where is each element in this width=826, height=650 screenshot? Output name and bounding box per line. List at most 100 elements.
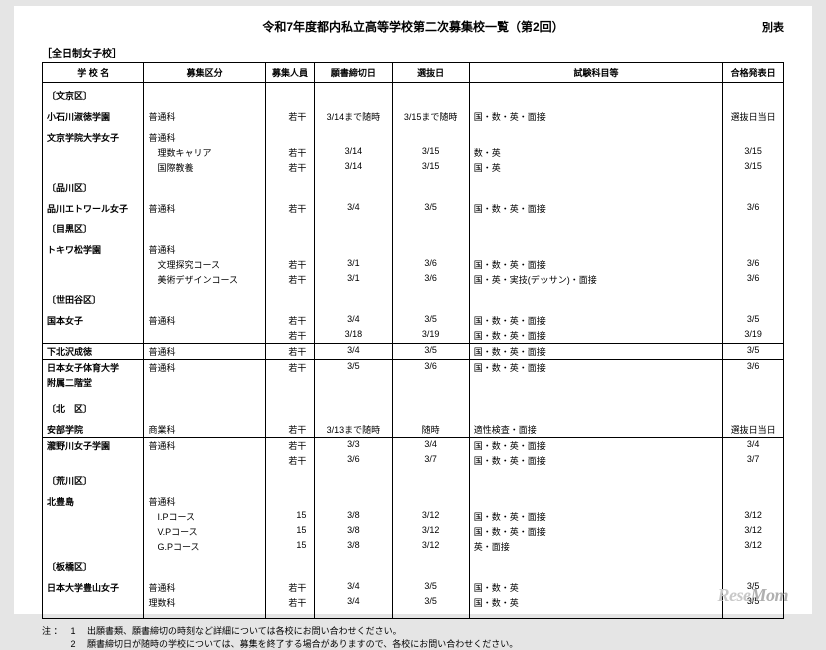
empty-cell — [315, 83, 392, 104]
cell-c-cap: 若干 — [265, 328, 315, 343]
cell-c-name: 品川エトワール女子 — [43, 201, 144, 216]
cell-c-name: 瀧野川女子学園 — [43, 438, 144, 454]
cell-c-div: 理数科 — [144, 595, 265, 610]
cell-c-res: 3/5 — [723, 344, 784, 360]
cell-c-cap: 若干 — [265, 272, 315, 287]
cell-c-cap: 若干 — [265, 422, 315, 437]
empty-cell — [392, 468, 469, 488]
cell-c-div: 普通科 — [144, 344, 265, 360]
col-header-1: 募集区分 — [144, 63, 265, 83]
cell-c-res: 3/15 — [723, 160, 784, 175]
cell-c-sel — [392, 130, 469, 145]
cell-c-res: 3/12 — [723, 539, 784, 554]
empty-cell — [265, 554, 315, 574]
cell-c-div: 商業科 — [144, 422, 265, 437]
cell-c-name — [43, 160, 144, 175]
cell-c-cap: 15 — [265, 539, 315, 554]
cell-c-div: I.Pコース — [144, 509, 265, 524]
cell-c-due: 3/4 — [315, 201, 392, 216]
empty-cell — [315, 396, 392, 416]
cell-c-div: 国際教養 — [144, 160, 265, 175]
cell-c-name: 小石川淑徳学園 — [43, 109, 144, 124]
cell-c-sub: 国・数・英・面接 — [469, 509, 723, 524]
note-num-1: 1 — [71, 625, 85, 638]
notes-label: 注 ： — [42, 625, 68, 638]
cell-c-sel — [392, 494, 469, 509]
cell-c-res: 3/15 — [723, 145, 784, 160]
empty-cell — [392, 83, 469, 104]
empty-cell — [315, 554, 392, 574]
cell-c-res: 3/12 — [723, 524, 784, 539]
note-1: 出願書類、願書締切の時刻など詳細については各校にお問い合わせください。 — [87, 626, 402, 636]
cell-c-due: 3/5 — [315, 360, 392, 376]
cell-c-cap: 若干 — [265, 313, 315, 328]
table-row: G.Pコース153/83/12英・面接3/12 — [43, 539, 784, 554]
cell-c-cap: 若干 — [265, 201, 315, 216]
col-header-0: 学 校 名 — [43, 63, 144, 83]
cell-c-due: 3/1 — [315, 257, 392, 272]
cell-c-res — [723, 130, 784, 145]
table-row: V.Pコース153/83/12国・数・英・面接3/12 — [43, 524, 784, 539]
cell-c-sub — [469, 130, 723, 145]
note-num-2: 2 — [71, 638, 85, 650]
col-header-4: 選抜日 — [392, 63, 469, 83]
cell-c-sel — [392, 242, 469, 257]
table-row: 〔世田谷区〕 — [43, 287, 784, 307]
empty-cell — [392, 396, 469, 416]
empty-cell — [392, 216, 469, 236]
cell-c-div: 理数キャリア — [144, 145, 265, 160]
cell-c-sub: 国・数・英・面接 — [469, 328, 723, 343]
cell-c-cap: 若干 — [265, 595, 315, 610]
table-row: 〔荒川区〕 — [43, 468, 784, 488]
table-row: 若干3/183/19国・数・英・面接3/19 — [43, 328, 784, 343]
empty-cell — [469, 287, 723, 307]
table-row: I.Pコース153/83/12国・数・英・面接3/12 — [43, 509, 784, 524]
empty-cell — [392, 554, 469, 574]
logo: ReseMom — [717, 585, 788, 606]
document-page: 令和7年度都内私立高等学校第二次募集校一覧（第2回） 別表 ［全日制女子校］ 学… — [14, 6, 812, 614]
cell-c-sub — [469, 242, 723, 257]
cell-c-sub — [469, 375, 723, 390]
cell-c-res: 3/7 — [723, 453, 784, 468]
cell-c-sub: 国・数・英 — [469, 580, 723, 595]
ward-cell: 〔目黒区〕 — [43, 216, 144, 236]
table-row: 文京学院大学女子普通科 — [43, 130, 784, 145]
col-header-5: 試験科目等 — [469, 63, 723, 83]
cell-c-div: V.Pコース — [144, 524, 265, 539]
table-row: 〔文京区〕 — [43, 83, 784, 104]
cell-c-name: 附属二階堂 — [43, 375, 144, 390]
empty-cell — [315, 468, 392, 488]
table-row: 文理探究コース若干3/13/6国・数・英・面接3/6 — [43, 257, 784, 272]
ward-cell: 〔文京区〕 — [43, 83, 144, 104]
table-row: 〔品川区〕 — [43, 175, 784, 195]
cell-c-sub: 国・数・英・面接 — [469, 344, 723, 360]
cell-c-res: 3/6 — [723, 272, 784, 287]
cell-c-res: 選抜日当日 — [723, 422, 784, 437]
cell-c-name — [43, 539, 144, 554]
table-row: 日本女子体育大学普通科若干3/53/6国・数・英・面接3/6 — [43, 360, 784, 376]
cell-c-sel: 3/12 — [392, 509, 469, 524]
cell-c-res: 3/19 — [723, 328, 784, 343]
cell-c-due: 3/6 — [315, 453, 392, 468]
cell-c-div: 美術デザインコース — [144, 272, 265, 287]
empty-cell — [144, 216, 265, 236]
table-row: 安部学院商業科若干3/13まで随時随時適性検査・面接選抜日当日 — [43, 422, 784, 437]
cell-c-sel: 3/4 — [392, 438, 469, 454]
cell-c-sel: 3/5 — [392, 580, 469, 595]
category-label: ［全日制女子校］ — [42, 45, 784, 60]
cell-c-sel: 3/15 — [392, 160, 469, 175]
cell-c-div — [144, 328, 265, 343]
cell-c-due — [315, 494, 392, 509]
ward-cell: 〔品川区〕 — [43, 175, 144, 195]
col-header-3: 願書締切日 — [315, 63, 392, 83]
table-row: 瀧野川女子学園普通科若干3/33/4国・数・英・面接3/4 — [43, 438, 784, 454]
cell-c-sel: 3/5 — [392, 313, 469, 328]
table-row: 美術デザインコース若干3/13/6国・英・実技(デッサン)・面接3/6 — [43, 272, 784, 287]
cell-c-sel: 3/7 — [392, 453, 469, 468]
table-row: 北豊島普通科 — [43, 494, 784, 509]
col-header-6: 合格発表日 — [723, 63, 784, 83]
cell-c-div: 普通科 — [144, 494, 265, 509]
cell-c-due: 3/4 — [315, 313, 392, 328]
cell-c-res: 3/6 — [723, 257, 784, 272]
title-row: 令和7年度都内私立高等学校第二次募集校一覧（第2回） 別表 — [42, 18, 784, 35]
